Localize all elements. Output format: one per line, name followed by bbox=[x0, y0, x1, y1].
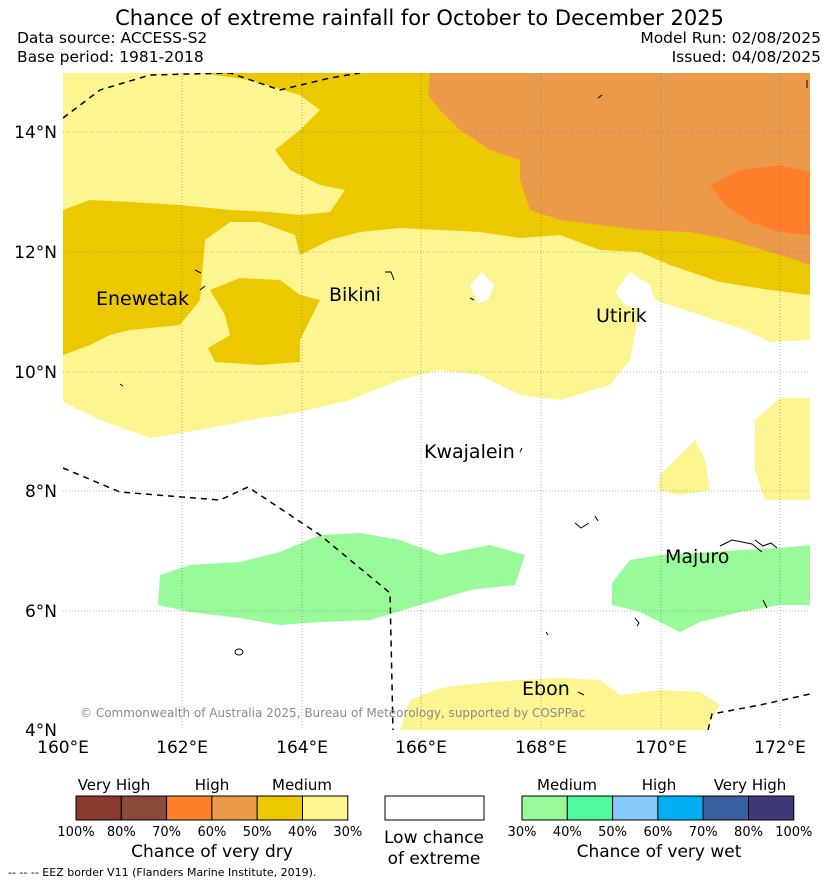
legend-swatch bbox=[566, 795, 614, 821]
meta-left: Data source: ACCESS-S2 Base period: 1981… bbox=[17, 29, 207, 67]
legend-percent-label: 60% bbox=[197, 825, 226, 840]
legend-percent-label: 50% bbox=[243, 825, 272, 840]
dry-legend-title: Chance of very dry bbox=[131, 842, 293, 862]
dry-high-light-region bbox=[428, 73, 810, 265]
dry-percents: 100% 80% 70% 60% 50% 40% 30% bbox=[57, 825, 362, 840]
low-chance-swatch bbox=[384, 795, 485, 821]
dry-medium-dark-pocket bbox=[208, 278, 320, 365]
legend-percent-label: 80% bbox=[107, 825, 136, 840]
legend-percent-label: 30% bbox=[333, 825, 362, 840]
legend-swatch bbox=[657, 795, 704, 821]
legend-swatch bbox=[256, 795, 304, 821]
lat-label: 10°N bbox=[14, 363, 57, 383]
low-chance-hole-2 bbox=[615, 272, 655, 310]
wet-medium-region-east bbox=[612, 545, 810, 632]
place-enewetak: Enewetak bbox=[96, 288, 189, 310]
legend-swatch bbox=[75, 795, 122, 821]
lat-label: 8°N bbox=[25, 482, 57, 502]
lon-label: 166°E bbox=[395, 738, 447, 758]
low-chance-line1: Low chance bbox=[384, 828, 484, 848]
legend-percent-label: 40% bbox=[553, 825, 582, 840]
legend-swatch bbox=[211, 795, 258, 821]
lon-label: 170°E bbox=[635, 738, 687, 758]
lat-label: 6°N bbox=[25, 602, 57, 622]
lon-label: 172°E bbox=[754, 738, 806, 758]
legend-percent-label: 70% bbox=[689, 825, 718, 840]
dry-medium-patch-east bbox=[755, 398, 810, 500]
lon-label: 168°E bbox=[515, 738, 567, 758]
lon-label: 160°E bbox=[37, 738, 89, 758]
legend-swatch bbox=[302, 795, 349, 821]
atoll-outlines bbox=[119, 80, 808, 696]
lat-label: 4°N bbox=[25, 721, 57, 741]
eez-footnote: -- -- -- EEZ border V11 (Flanders Marine… bbox=[8, 866, 316, 879]
copyright-notice: © Commonwealth of Australia 2025, Bureau… bbox=[80, 706, 585, 720]
lat-label: 14°N bbox=[14, 123, 57, 143]
issued-date: Issued: 04/08/2025 bbox=[671, 48, 821, 66]
wet-percents: 30% 40% 50% 60% 70% 80% 100% bbox=[508, 825, 813, 840]
legend-percent-label: 100% bbox=[775, 825, 812, 840]
wet-medium-region-west bbox=[158, 533, 525, 625]
place-ebon: Ebon bbox=[522, 678, 570, 700]
map-title: Chance of extreme rainfall for October t… bbox=[115, 6, 724, 30]
legend-swatch bbox=[612, 795, 659, 821]
legend-percent-label: 40% bbox=[288, 825, 317, 840]
legend-percent-label: 60% bbox=[643, 825, 672, 840]
legend-percent-label: 30% bbox=[508, 825, 537, 840]
legend-percent-label: 50% bbox=[598, 825, 627, 840]
wet-header-very-high: Very High bbox=[714, 776, 787, 794]
wet-header-medium: Medium bbox=[537, 776, 597, 794]
legend-swatch bbox=[166, 795, 213, 821]
low-chance-line2: of extreme bbox=[388, 849, 481, 869]
legend-percent-label: 80% bbox=[734, 825, 763, 840]
legend-swatch bbox=[748, 795, 795, 821]
lat-label: 12°N bbox=[14, 243, 57, 263]
dry-header-high: High bbox=[195, 776, 229, 794]
latitude-labels: 14°N 12°N 10°N 8°N 6°N 4°N bbox=[14, 123, 57, 741]
dry-header-medium: Medium bbox=[272, 776, 332, 794]
legend-swatch bbox=[120, 795, 168, 821]
lon-label: 164°E bbox=[276, 738, 328, 758]
eez-borders bbox=[63, 73, 810, 730]
place-labels: Enewetak Bikini Utirik Kwajalein Majuro … bbox=[96, 284, 729, 700]
low-chance-hole-1 bbox=[470, 272, 494, 303]
base-period: Base period: 1981-2018 bbox=[17, 48, 204, 66]
legend-percent-label: 100% bbox=[57, 825, 94, 840]
place-utirik: Utirik bbox=[596, 305, 647, 327]
wet-header-high: High bbox=[642, 776, 676, 794]
place-majuro: Majuro bbox=[665, 546, 729, 568]
dry-medium-patch-middle bbox=[658, 440, 710, 495]
dry-swatches bbox=[75, 795, 349, 821]
data-source: Data source: ACCESS-S2 bbox=[17, 29, 208, 47]
meta-right: Model Run: 02/08/2025 Issued: 04/08/2025 bbox=[640, 29, 821, 67]
place-kwajalein: Kwajalein bbox=[424, 441, 515, 463]
wet-legend: Medium High Very High 30% 40% 50% 60% 70% 80%… bbox=[508, 776, 813, 862]
legend-percent-label: 70% bbox=[152, 825, 181, 840]
model-run: Model Run: 02/08/2025 bbox=[640, 29, 821, 47]
place-bikini: Bikini bbox=[329, 284, 381, 306]
dry-legend: Very High High Medium 100% 80% 70% 60% 50% 40… bbox=[57, 776, 362, 862]
wet-legend-title: Chance of very wet bbox=[577, 842, 742, 862]
low-chance-legend: Low chance of extreme bbox=[384, 795, 485, 869]
dry-header-very-high: Very High bbox=[78, 776, 151, 794]
dry-medium-region-south bbox=[400, 678, 720, 730]
longitude-labels: 160°E 162°E 164°E 166°E 168°E 170°E 172°… bbox=[37, 738, 806, 758]
legend-swatch bbox=[702, 795, 750, 821]
legend-swatch bbox=[521, 795, 568, 821]
map-fill-layer: © Commonwealth of Australia 2025, Bureau… bbox=[63, 73, 810, 730]
wet-swatches bbox=[521, 795, 795, 821]
dry-high-dark-region bbox=[710, 165, 810, 235]
lon-label: 162°E bbox=[156, 738, 208, 758]
